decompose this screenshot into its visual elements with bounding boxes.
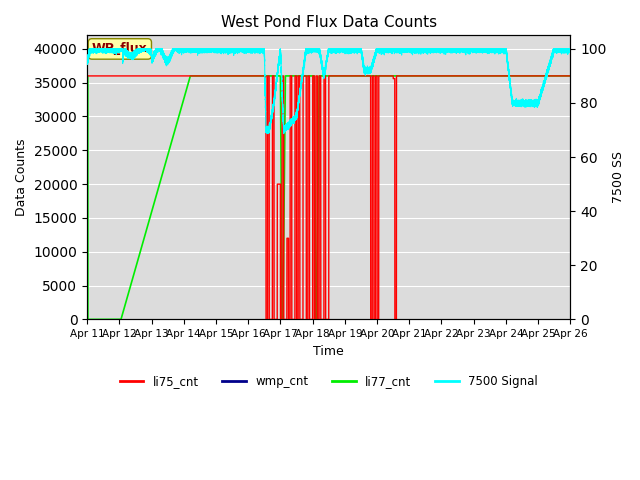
Text: WP_flux: WP_flux (92, 42, 148, 55)
X-axis label: Time: Time (314, 345, 344, 358)
Y-axis label: 7500 SS: 7500 SS (612, 151, 625, 204)
Title: West Pond Flux Data Counts: West Pond Flux Data Counts (221, 15, 437, 30)
Y-axis label: Data Counts: Data Counts (15, 139, 28, 216)
Legend: li75_cnt, wmp_cnt, li77_cnt, 7500 Signal: li75_cnt, wmp_cnt, li77_cnt, 7500 Signal (115, 371, 543, 393)
